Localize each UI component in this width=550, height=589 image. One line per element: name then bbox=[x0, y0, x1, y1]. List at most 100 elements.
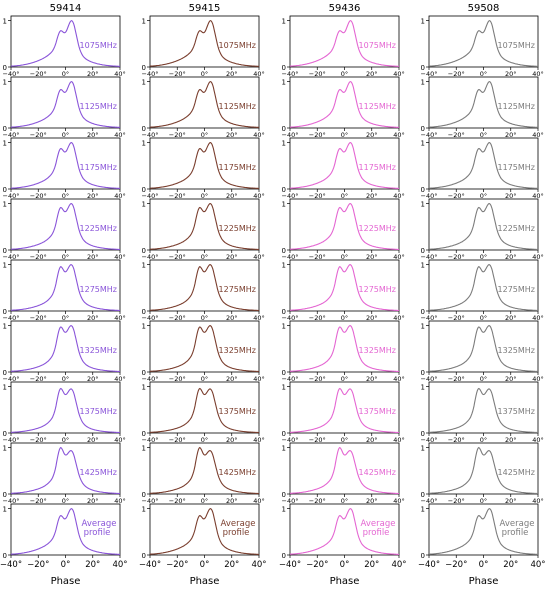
x-tick-label: 40° bbox=[393, 192, 405, 200]
x-tick-label: −20° bbox=[30, 131, 47, 139]
x-tick-label: 20° bbox=[505, 253, 517, 261]
x-tick-label: 0° bbox=[61, 560, 71, 570]
profile-line bbox=[290, 325, 400, 373]
x-tick-label: 20° bbox=[87, 314, 99, 322]
profile-line bbox=[11, 507, 120, 555]
row-label: 1375MHz bbox=[219, 407, 256, 416]
row-label: Average bbox=[361, 519, 396, 529]
x-tick-label: 40° bbox=[532, 375, 544, 383]
x-tick-label: 0° bbox=[480, 131, 487, 139]
x-tick-label: 40° bbox=[253, 314, 265, 322]
profile-line bbox=[290, 142, 399, 189]
x-tick-label: 40° bbox=[532, 436, 544, 444]
x-tick-label: −40° bbox=[0, 560, 22, 570]
profile-line bbox=[429, 264, 538, 311]
y-tick-label: 1 bbox=[421, 445, 425, 453]
x-tick-label: 40° bbox=[532, 131, 544, 139]
y-tick-label: 0 bbox=[3, 186, 7, 194]
x-tick-label: −40° bbox=[142, 131, 159, 139]
profile-line bbox=[10, 19, 120, 67]
x-tick-label: −40° bbox=[142, 253, 159, 261]
x-tick-label: −20° bbox=[169, 253, 186, 261]
x-tick-label: 20° bbox=[226, 253, 238, 261]
y-tick-label: 1 bbox=[3, 18, 7, 26]
x-tick-label: −20° bbox=[27, 560, 49, 570]
x-tick-label: 0° bbox=[480, 192, 487, 200]
x-tick-label: 20° bbox=[366, 314, 378, 322]
x-tick-label: −40° bbox=[282, 436, 299, 444]
x-tick-label: 0° bbox=[200, 560, 210, 570]
y-tick-label: 0 bbox=[282, 125, 286, 133]
y-tick-label: 0 bbox=[282, 247, 286, 255]
x-tick-label: 40° bbox=[393, 70, 405, 78]
profile-line bbox=[150, 507, 259, 555]
row-label: 1325MHz bbox=[359, 346, 396, 355]
x-tick-label: 40° bbox=[393, 131, 405, 139]
x-tick-label: −20° bbox=[306, 560, 328, 570]
x-tick-label: 20° bbox=[505, 497, 517, 505]
row-label: 1275MHz bbox=[498, 285, 535, 294]
x-tick-label: −20° bbox=[309, 436, 326, 444]
row-label: 1225MHz bbox=[219, 224, 256, 233]
row-label: Average bbox=[221, 519, 256, 529]
x-tick-label: 40° bbox=[532, 253, 544, 261]
x-tick-label: 0° bbox=[201, 131, 208, 139]
row-label: 1375MHz bbox=[359, 407, 396, 416]
y-tick-label: 1 bbox=[142, 140, 146, 148]
x-tick-label: 0° bbox=[480, 253, 487, 261]
y-tick-label: 0 bbox=[3, 125, 7, 133]
row-label: 1325MHz bbox=[219, 346, 256, 355]
row-label: profile bbox=[502, 528, 529, 538]
x-tick-label: 20° bbox=[226, 375, 238, 383]
y-tick-label: 1 bbox=[421, 262, 425, 270]
row-label: 1125MHz bbox=[219, 102, 256, 111]
x-tick-label: 40° bbox=[253, 70, 265, 78]
x-tick-label: −20° bbox=[309, 497, 326, 505]
x-tick-label: −40° bbox=[421, 253, 438, 261]
x-tick-label: 40° bbox=[253, 131, 265, 139]
x-tick-label: 0° bbox=[62, 70, 69, 78]
x-tick-label: −20° bbox=[30, 497, 47, 505]
profile-line bbox=[10, 203, 120, 250]
y-tick-label: 1 bbox=[142, 262, 146, 270]
profile-line bbox=[150, 446, 259, 495]
x-tick-label: −20° bbox=[448, 375, 465, 383]
row-label: 1175MHz bbox=[219, 163, 256, 172]
x-tick-label: −20° bbox=[448, 314, 465, 322]
y-tick-label: 0 bbox=[142, 369, 146, 377]
row-label: profile bbox=[223, 528, 250, 538]
x-tick-label: 40° bbox=[112, 560, 127, 570]
x-tick-label: −20° bbox=[30, 375, 47, 383]
x-tick-label: 0° bbox=[341, 375, 348, 383]
x-tick-label: −20° bbox=[448, 253, 465, 261]
y-tick-label: 1 bbox=[142, 201, 146, 209]
y-tick-label: 0 bbox=[421, 125, 425, 133]
x-tick-label: −40° bbox=[142, 70, 159, 78]
y-tick-label: 0 bbox=[282, 64, 286, 72]
y-tick-label: 1 bbox=[3, 201, 7, 209]
x-tick-label: 40° bbox=[114, 253, 126, 261]
profile-line bbox=[290, 446, 399, 495]
x-tick-label: −40° bbox=[421, 131, 438, 139]
y-tick-label: 1 bbox=[142, 323, 146, 331]
x-tick-label: −20° bbox=[169, 70, 186, 78]
y-tick-label: 1 bbox=[282, 140, 286, 148]
y-tick-label: 0 bbox=[282, 552, 286, 560]
y-tick-label: 1 bbox=[282, 201, 286, 209]
x-tick-label: 40° bbox=[114, 497, 126, 505]
x-tick-label: 40° bbox=[393, 375, 405, 383]
x-tick-label: 40° bbox=[253, 375, 265, 383]
x-tick-label: 0° bbox=[201, 497, 208, 505]
x-tick-label: 20° bbox=[87, 436, 99, 444]
profile-line bbox=[150, 80, 260, 128]
x-tick-label: 20° bbox=[505, 192, 517, 200]
x-tick-label: 0° bbox=[341, 192, 348, 200]
x-tick-label: −20° bbox=[166, 560, 188, 570]
y-tick-label: 1 bbox=[3, 323, 7, 331]
profile-line bbox=[150, 325, 260, 373]
y-tick-label: 1 bbox=[142, 445, 146, 453]
x-tick-label: 40° bbox=[393, 497, 405, 505]
x-tick-label: 0° bbox=[341, 131, 348, 139]
x-tick-label: −40° bbox=[282, 70, 299, 78]
x-tick-label: 40° bbox=[253, 436, 265, 444]
